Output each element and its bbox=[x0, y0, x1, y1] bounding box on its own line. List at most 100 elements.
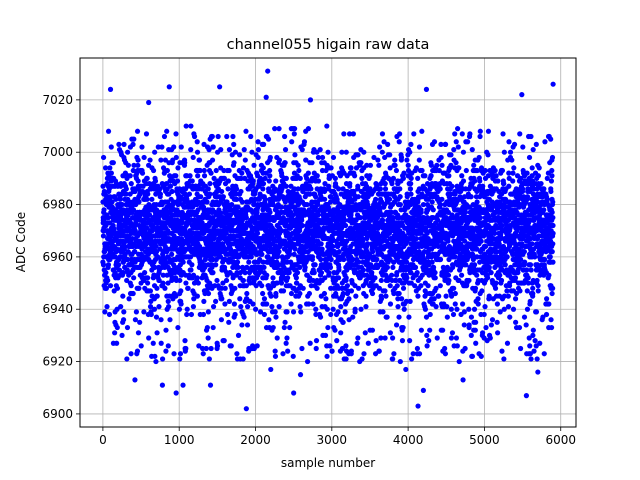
data-point bbox=[322, 196, 328, 202]
data-point bbox=[363, 293, 369, 299]
data-point bbox=[208, 170, 214, 176]
data-point bbox=[120, 293, 126, 299]
data-point bbox=[166, 304, 172, 310]
data-point bbox=[152, 264, 158, 270]
data-point bbox=[141, 154, 147, 161]
data-point bbox=[378, 296, 385, 302]
data-point bbox=[295, 162, 301, 168]
data-point bbox=[474, 272, 480, 278]
data-point bbox=[347, 181, 353, 187]
data-point bbox=[194, 293, 200, 299]
data-point bbox=[343, 356, 349, 362]
data-point bbox=[205, 335, 211, 341]
data-point bbox=[245, 304, 251, 310]
data-point bbox=[434, 335, 440, 341]
data-point bbox=[426, 338, 432, 344]
data-point bbox=[282, 319, 288, 325]
data-point bbox=[424, 332, 430, 338]
data-point bbox=[102, 165, 109, 171]
data-point bbox=[218, 285, 225, 291]
data-point bbox=[437, 283, 443, 289]
data-point bbox=[101, 207, 107, 213]
data-point bbox=[158, 317, 164, 323]
data-point bbox=[354, 340, 360, 346]
data-point bbox=[312, 262, 318, 268]
data-points bbox=[100, 68, 556, 412]
data-point bbox=[408, 181, 414, 187]
data-point bbox=[138, 343, 144, 349]
data-point bbox=[343, 149, 349, 155]
data-point bbox=[183, 345, 189, 352]
data-point bbox=[210, 304, 217, 310]
data-point bbox=[446, 173, 452, 179]
data-point bbox=[186, 191, 193, 197]
data-point bbox=[200, 311, 207, 318]
data-point bbox=[352, 173, 358, 179]
data-point bbox=[259, 251, 265, 257]
data-point bbox=[324, 353, 330, 359]
data-point bbox=[297, 175, 303, 181]
data-point bbox=[466, 322, 472, 328]
data-point bbox=[222, 301, 228, 307]
data-point bbox=[210, 270, 216, 276]
data-point bbox=[297, 304, 303, 310]
data-point bbox=[182, 160, 188, 166]
data-point bbox=[473, 319, 479, 325]
data-point bbox=[206, 147, 212, 153]
data-point bbox=[128, 283, 134, 289]
data-point bbox=[407, 186, 414, 192]
data-point bbox=[147, 288, 154, 294]
data-point bbox=[194, 139, 200, 145]
data-point bbox=[330, 154, 337, 161]
data-point bbox=[413, 235, 420, 242]
data-point bbox=[107, 194, 113, 200]
data-point bbox=[128, 181, 134, 187]
data-point bbox=[234, 259, 241, 265]
data-point bbox=[242, 270, 248, 276]
data-point bbox=[419, 128, 425, 134]
data-point bbox=[282, 147, 289, 153]
data-point bbox=[119, 201, 125, 208]
data-point bbox=[397, 201, 403, 208]
data-point bbox=[246, 259, 252, 265]
data-point bbox=[230, 133, 236, 140]
data-point bbox=[239, 199, 245, 205]
data-point bbox=[355, 183, 361, 189]
data-point bbox=[311, 270, 317, 276]
data-point bbox=[456, 165, 462, 171]
data-point bbox=[173, 154, 179, 161]
data-point bbox=[475, 296, 481, 302]
data-point bbox=[187, 254, 194, 260]
data-point bbox=[445, 272, 452, 278]
data-point bbox=[148, 311, 154, 318]
data-point bbox=[196, 157, 203, 163]
data-point bbox=[377, 186, 383, 192]
data-point bbox=[411, 131, 417, 137]
data-point bbox=[157, 186, 163, 192]
data-point bbox=[297, 264, 303, 270]
data-point bbox=[380, 217, 386, 223]
data-point bbox=[358, 306, 364, 312]
data-point bbox=[253, 306, 259, 312]
data-point bbox=[472, 285, 479, 291]
data-point bbox=[310, 301, 316, 307]
data-point bbox=[209, 157, 216, 163]
data-point bbox=[360, 267, 366, 273]
data-point bbox=[260, 165, 266, 171]
data-point bbox=[291, 131, 297, 137]
data-point bbox=[183, 280, 189, 286]
data-point bbox=[477, 215, 483, 221]
data-point bbox=[241, 314, 247, 320]
data-point bbox=[114, 285, 121, 291]
data-point bbox=[284, 309, 290, 315]
data-point bbox=[284, 275, 291, 281]
data-point bbox=[222, 285, 228, 291]
data-point bbox=[240, 356, 246, 362]
data-point bbox=[189, 262, 195, 268]
data-point bbox=[244, 322, 251, 328]
data-point bbox=[466, 306, 472, 312]
data-point bbox=[103, 270, 109, 276]
data-point bbox=[428, 173, 434, 179]
data-point bbox=[449, 330, 456, 336]
data-point bbox=[132, 228, 138, 234]
